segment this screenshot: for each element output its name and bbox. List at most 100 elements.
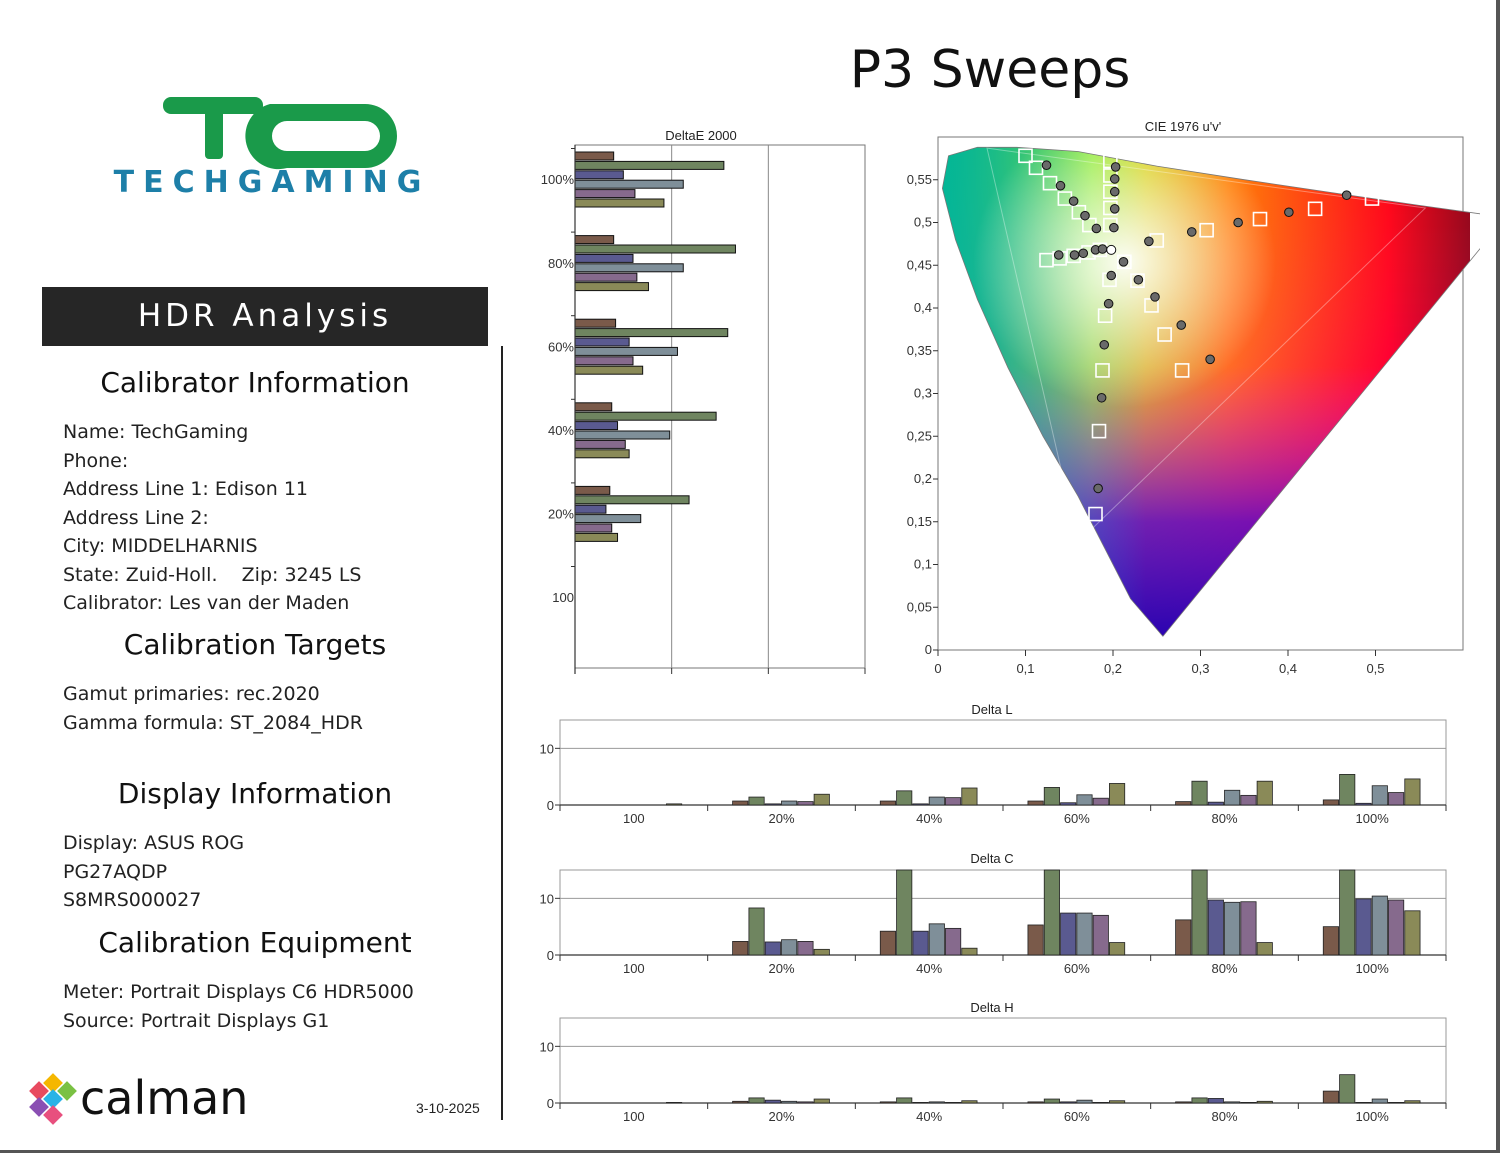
cie-y-tick-label: 0,45 [907,257,932,272]
deltae-bar [574,151,615,161]
delta-l-x-tick-label: 80% [1211,811,1237,826]
cie-measured-point [1109,174,1120,184]
cie-measured-point [1091,223,1102,234]
delta-h-bar [1240,1102,1257,1104]
calibration-targets: Gamut primaries: rec.2020 Gamma formula:… [63,680,363,737]
delta-c-bar [764,941,781,956]
cie-target-square [1018,148,1033,164]
delta-h-bar [1109,1100,1126,1104]
deltae-bar [574,160,725,170]
calman-diamond-icon [29,1073,77,1125]
delta-l-bar [1388,792,1405,806]
deltae-bar [574,449,630,459]
cie-measured-point [1097,244,1108,254]
cie-measured-point [1093,483,1103,494]
delta-c-bar [961,947,978,956]
delta-c-x-tick-label: 40% [916,961,942,976]
hdr-analysis-banner: HDR Analysis [42,287,488,346]
cie-gamut-outline [986,147,1427,544]
cie-measured-point [1284,207,1294,218]
delta-h-bar [813,1098,830,1104]
deltae-bar [574,402,613,412]
delta-h-bar [764,1099,781,1104]
delta-h-bar [879,1101,896,1104]
cie-measured-point [1233,217,1243,228]
calibrator-info-title: Calibrator Information [100,366,410,399]
deltae-bar [574,318,617,328]
deltae-bar [574,189,636,199]
display-line: S8MRS000027 [63,889,202,911]
deltae-group-labels: 100% 80% 60% 40% 20% 100 [541,148,575,605]
deltae-bar [574,430,671,440]
display-line: Display: ASUS ROG [63,832,245,854]
delta-c-bar [1207,899,1224,956]
cie-y-tick-label: 0,55 [907,172,932,187]
equipment-line: Source: Portrait Displays G1 [63,1009,330,1032]
deltae-bar [574,439,626,449]
deltae-x-tick-label: 15 [858,678,872,680]
delta-c-x-tick-label: 100 [623,961,645,976]
delta-l-bar [961,787,978,806]
deltae-bar [574,198,665,208]
cie-x-tick-label: 0,4 [1279,661,1297,676]
delta-l-x-tick-label: 20% [768,811,794,826]
delta-l-bar [1322,799,1339,806]
cie-locus-outline [941,146,1480,637]
delta-h-x-tick-label: 100 [623,1109,645,1124]
cie-target-square [1091,423,1107,439]
cie-x-tick-label: 0,2 [1104,661,1122,676]
deltae-bar [574,365,644,375]
calibrator-info: Name: TechGaming Phone: Address Line 1: … [63,418,362,618]
delta-h-bar [1092,1102,1109,1104]
deltae-bar [574,272,638,282]
delta-c-title: Delta C [970,851,1013,866]
delta-l-bar [1027,800,1044,806]
calibrator-line: State: Zuid-Holl. Zip: 3245 LS [63,563,362,586]
delta-c-chart: Delta C 0 10 100 20% 40% 60% 80% 100% [540,851,1447,976]
cie-measured-point [1078,248,1089,259]
delta-h-bar [1224,1101,1241,1104]
delta-c-bar [1240,901,1257,956]
delta-l-bar [1109,783,1126,806]
cie-measured-point [1176,320,1187,330]
delta-h-bar [1256,1100,1273,1104]
delta-h-x-tick-label: 40% [916,1109,942,1124]
page-edge-right [1496,0,1500,1153]
delta-h-bar [1191,1097,1208,1104]
deltae-group-label: 40% [548,423,574,438]
calibrator-line: Address Line 2: [63,506,209,529]
delta-l-bar [879,800,896,806]
delta-l-plot-frame [559,719,1447,806]
delta-l-bar [1207,801,1224,806]
deltae-bar [574,523,613,533]
cie-measured-point [1055,180,1066,191]
deltae-bar [574,337,630,347]
deltae-bar [574,282,649,292]
delta-h-x-tick-label: 80% [1211,1109,1237,1124]
cie-target-square [1157,327,1172,342]
cie-target-square [1364,191,1380,206]
delta-c-bar [732,941,749,956]
delta-c-bar [1060,912,1077,956]
deltae-group-label: 60% [548,339,574,354]
delta-c-bar [781,939,798,956]
target-line: Gamut primaries: rec.2020 [63,683,320,705]
cie-target-square [1174,363,1190,378]
delta-l-chart: Delta L 0 10 100 20% 40% 60% 80% 100% [540,702,1447,826]
cie-y-tick-label: 0,05 [907,599,932,614]
delta-l-bar [1240,794,1257,806]
delta-c-bar [1027,924,1044,956]
delta-l-title: Delta L [971,702,1012,717]
deltae-x-ticks: 0 5 10 15 [571,145,872,680]
delta-l-x-tick-label: 60% [1064,811,1090,826]
delta-l-bar [1355,802,1372,806]
column-divider [501,346,503,1120]
delta-h-bar [1322,1090,1339,1104]
cie-measured-point [1109,222,1119,233]
deltae-plot-frame [574,144,866,669]
deltae-bar [574,346,678,356]
delta-l-bar [764,803,781,806]
delta-c-x-tick-label: 20% [768,961,794,976]
delta-c-bar [1224,901,1241,956]
equipment-line: Meter: Portrait Displays C6 HDR5000 [63,981,414,1003]
